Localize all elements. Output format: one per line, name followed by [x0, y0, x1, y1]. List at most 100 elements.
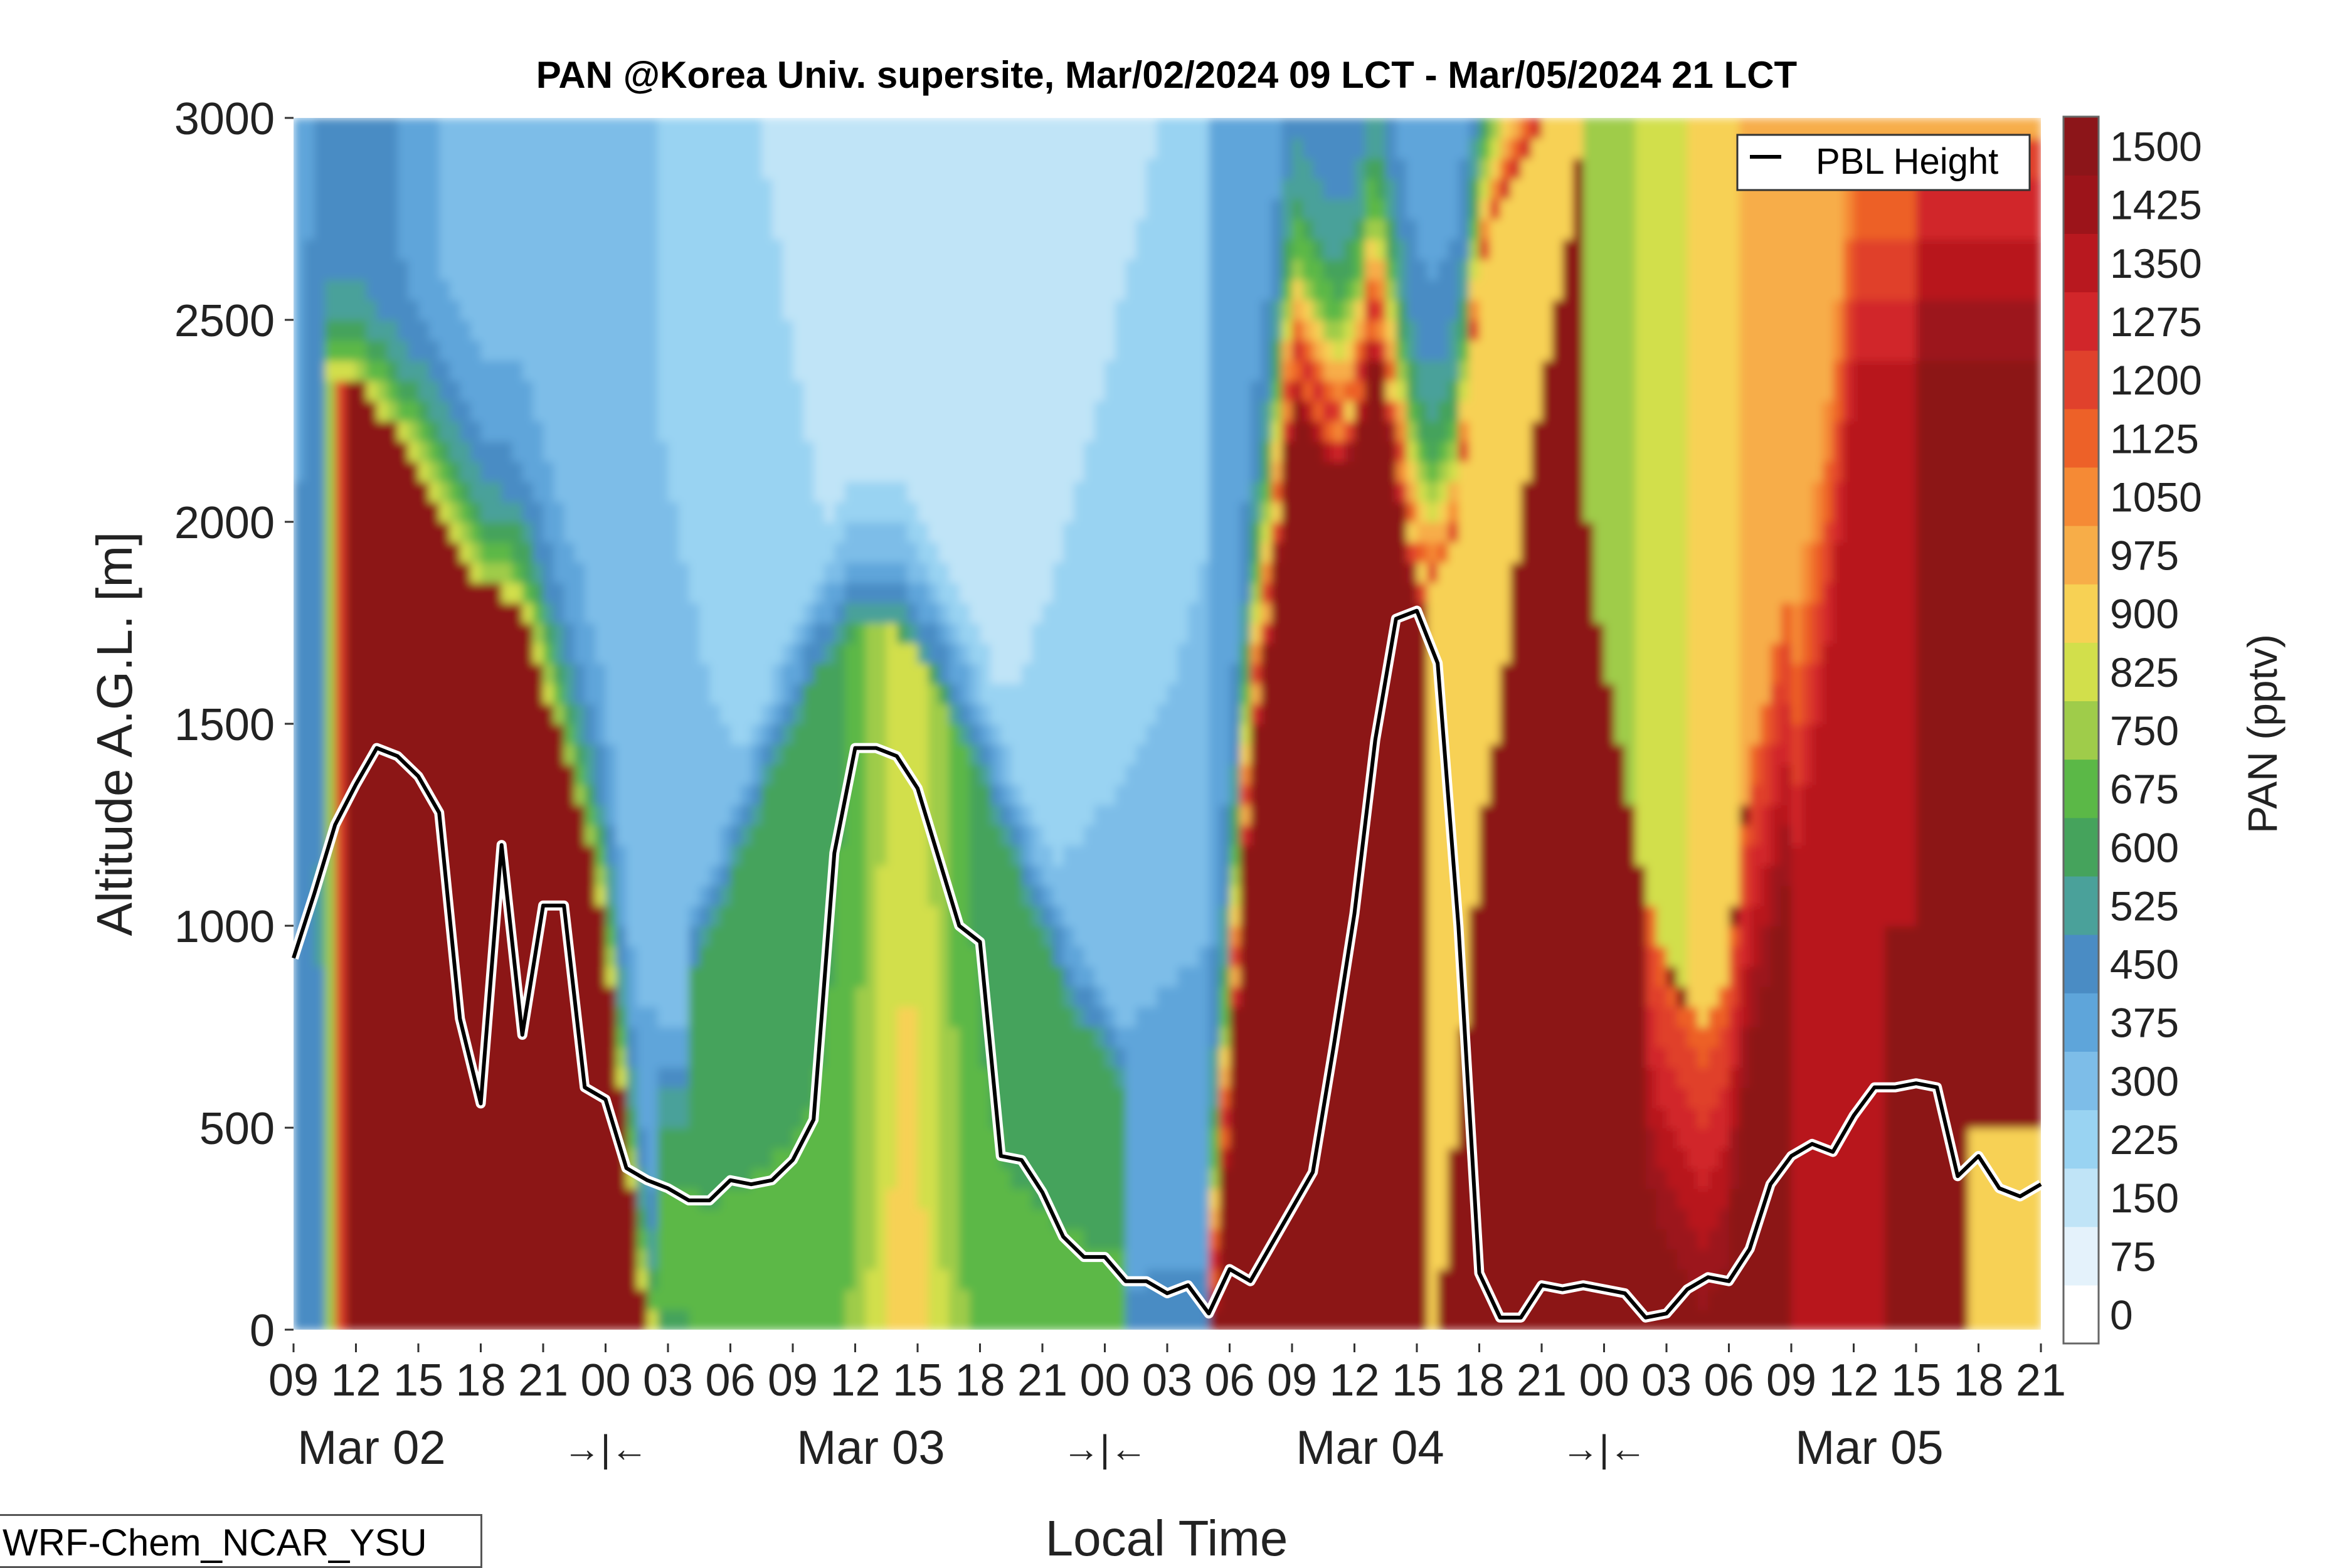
field-cell [824, 118, 835, 139]
field-cell [741, 926, 752, 947]
field-cell [460, 1128, 471, 1149]
field-cell [1042, 1249, 1054, 1270]
field-cell [366, 1107, 378, 1128]
field-cell [980, 643, 992, 664]
field-cell [1011, 178, 1022, 199]
field-cell [616, 1006, 627, 1027]
field-cell [771, 542, 783, 563]
field-cell [782, 865, 793, 886]
field-cell [449, 643, 461, 664]
field-cell [574, 683, 586, 704]
field-cell [1042, 501, 1054, 522]
field-cell [345, 158, 357, 179]
field-cell [408, 118, 419, 139]
field-cell [397, 259, 409, 280]
field-cell [719, 946, 731, 967]
field-cell [616, 804, 627, 825]
field-cell [980, 340, 992, 361]
field-cell [418, 986, 430, 1007]
field-cell [969, 1027, 981, 1048]
field-cell [418, 542, 430, 563]
field-cell [512, 1087, 523, 1108]
field-cell [1063, 279, 1074, 300]
field-cell [585, 1107, 596, 1128]
field-cell [637, 461, 648, 482]
field-cell [522, 744, 534, 765]
field-cell [824, 360, 835, 381]
field-cell [813, 1289, 825, 1310]
field-cell [304, 1188, 315, 1209]
field-cell [730, 279, 742, 300]
field-cell [938, 279, 950, 300]
field-cell [689, 764, 700, 785]
field-cell [1125, 1188, 1137, 1209]
field-cell [626, 1067, 638, 1088]
field-cell [928, 1148, 940, 1169]
field-cell [522, 724, 534, 745]
field-cell [574, 400, 586, 421]
field-cell [803, 198, 815, 220]
field-cell [324, 724, 336, 745]
field-cell [324, 1269, 336, 1290]
field-cell [803, 1027, 815, 1048]
field-cell [428, 905, 440, 926]
field-cell [980, 1188, 992, 1209]
field-cell [719, 380, 731, 401]
field-cell [387, 986, 398, 1007]
field-cell [553, 845, 565, 866]
field-cell [574, 1249, 586, 1270]
field-cell [387, 1006, 398, 1027]
field-cell [387, 562, 398, 583]
field-cell [1042, 1148, 1054, 1169]
field-cell [376, 198, 388, 220]
field-cell [834, 400, 845, 421]
field-cell [1125, 845, 1137, 866]
field-cell [761, 744, 773, 765]
field-cell [1146, 1309, 1158, 1330]
field-cell [553, 138, 565, 159]
field-cell [428, 582, 440, 603]
field-cell [449, 198, 461, 220]
field-cell [938, 1027, 950, 1048]
field-cell [335, 683, 346, 704]
field-cell [876, 643, 887, 664]
field-cell [824, 1128, 835, 1149]
field-cell [376, 602, 388, 623]
field-cell [771, 1289, 783, 1310]
field-cell [855, 724, 867, 745]
field-cell [1000, 421, 1012, 442]
field-cell [366, 1027, 378, 1048]
field-cell [1125, 905, 1137, 926]
field-cell [439, 1289, 450, 1310]
field-cell [366, 1269, 378, 1290]
field-cell [387, 158, 398, 179]
field-cell [709, 259, 721, 280]
field-cell [938, 259, 950, 280]
field-cell [886, 158, 898, 179]
field-cell [657, 784, 669, 805]
field-cell [574, 259, 586, 280]
field-cell [512, 1188, 523, 1209]
field-cell [1011, 602, 1022, 623]
field-cell [532, 219, 544, 240]
field-cell [366, 623, 378, 644]
field-cell [574, 1309, 586, 1330]
field-cell [668, 1148, 679, 1169]
field-cell [1157, 1006, 1168, 1027]
field-cell [1073, 966, 1085, 987]
field-cell [1084, 703, 1095, 724]
field-cell [844, 239, 856, 260]
field-cell [1052, 259, 1064, 280]
field-cell [668, 239, 679, 260]
field-cell [1032, 663, 1043, 684]
field-cell [969, 219, 981, 240]
field-cell [969, 1289, 981, 1310]
field-cell [647, 1006, 659, 1027]
field-cell [866, 663, 877, 684]
field-cell [449, 582, 461, 603]
field-cell [855, 845, 867, 866]
field-cell [1032, 461, 1043, 482]
field-cell [1125, 784, 1137, 805]
field-cell [345, 1289, 357, 1310]
field-cell [855, 885, 867, 906]
